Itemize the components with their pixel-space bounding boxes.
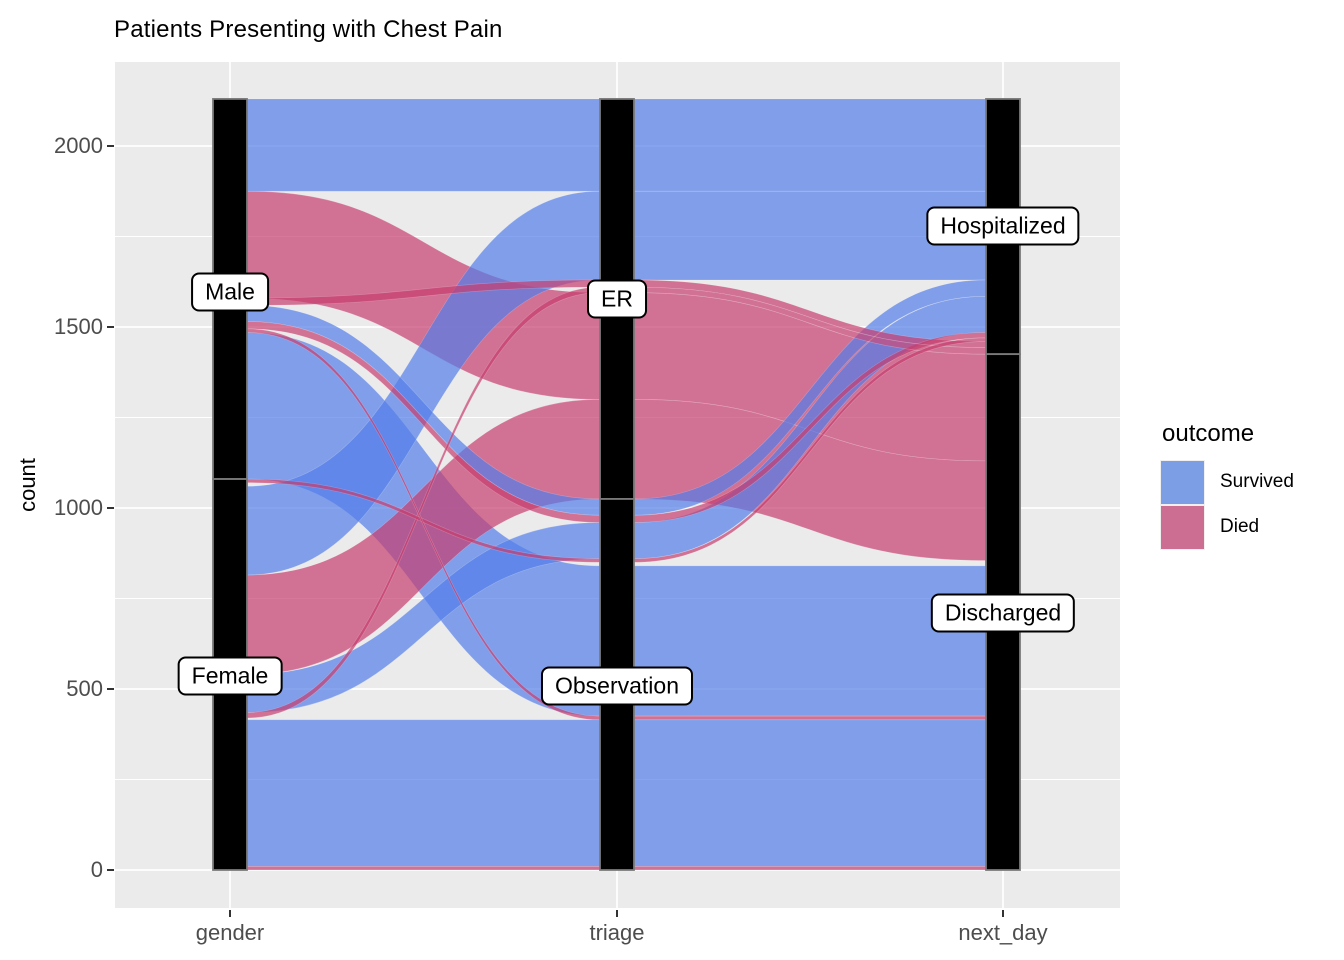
alluvial-chart: Patients Presenting with Chest Pain coun… [15, 16, 1294, 944]
chart-canvas [107, 62, 1120, 917]
